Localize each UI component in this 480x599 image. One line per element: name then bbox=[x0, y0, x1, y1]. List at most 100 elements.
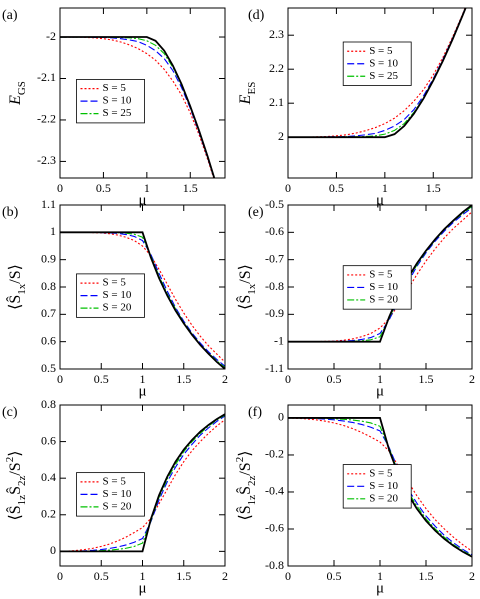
y-tick-label: 0.9 bbox=[41, 251, 56, 265]
plot-frame bbox=[287, 404, 473, 567]
x-axis-label: μ bbox=[138, 580, 146, 596]
legend-label: S = 25 bbox=[103, 107, 132, 119]
series-line bbox=[288, 417, 472, 558]
legend-label: S = 5 bbox=[369, 268, 393, 280]
x-tick-label: 2 bbox=[222, 569, 228, 583]
legend-label: S = 10 bbox=[369, 57, 398, 69]
y-tick-label: 2 bbox=[278, 129, 284, 143]
y-axis-label-part: 1x bbox=[16, 283, 28, 295]
x-tick-label: 0.5 bbox=[94, 372, 109, 386]
panel-label: (c) bbox=[2, 405, 18, 420]
y-tick-label: -2.2 bbox=[37, 112, 56, 126]
series-line bbox=[60, 231, 225, 363]
x-axis-label: μ bbox=[376, 383, 384, 399]
y-axis-label-part: Ŝ bbox=[5, 486, 24, 495]
y-tick-label: -2.3 bbox=[37, 153, 56, 167]
legend-label: S = 10 bbox=[369, 480, 398, 492]
x-tick-label: 2 bbox=[469, 569, 475, 583]
y-tick-label: 2.1 bbox=[269, 95, 284, 109]
series-line bbox=[60, 415, 225, 552]
series-line bbox=[60, 36, 215, 178]
y-tick-label: -0.7 bbox=[265, 251, 284, 265]
x-tick-label: 0.5 bbox=[94, 569, 109, 583]
y-tick-label: 2.3 bbox=[269, 27, 284, 41]
y-axis-label-part: Ŝ bbox=[235, 486, 254, 495]
x-tick-label: 1.5 bbox=[183, 181, 198, 195]
x-tick-label: 1 bbox=[144, 181, 150, 195]
legend-label: S = 5 bbox=[103, 475, 127, 487]
y-axis-label-part: ⟩ bbox=[237, 451, 254, 457]
x-tick-label: 1 bbox=[140, 372, 146, 386]
plot-frame bbox=[287, 204, 473, 370]
legend-label: S = 5 bbox=[103, 82, 127, 94]
y-tick-label: 1 bbox=[50, 224, 56, 238]
x-tick-label: 0.5 bbox=[96, 181, 111, 195]
y-tick-label: -1.1 bbox=[265, 361, 284, 375]
legend-label: S = 10 bbox=[103, 95, 132, 107]
series-line bbox=[60, 36, 216, 178]
x-tick-label: 0.5 bbox=[327, 569, 342, 583]
plot-frame bbox=[59, 7, 226, 179]
series-line bbox=[288, 8, 467, 139]
plot-frame bbox=[59, 404, 226, 567]
x-tick-label: 0 bbox=[285, 181, 291, 195]
legend-box bbox=[342, 464, 412, 509]
y-axis-label-part: ⟩ bbox=[7, 451, 24, 457]
y-tick-label: -0.5 bbox=[265, 197, 284, 211]
y-tick-label: 0 bbox=[50, 543, 56, 557]
panel-label: (a) bbox=[2, 8, 18, 23]
x-tick-label: 1.5 bbox=[426, 181, 441, 195]
series-line bbox=[288, 417, 472, 552]
y-axis-label-part: E bbox=[7, 95, 24, 106]
legend-box bbox=[342, 265, 412, 310]
legend-box bbox=[342, 41, 412, 86]
panel: 0 0.5 1 1.5 20.50.60.70.80.911.1μ(b)⟨Ŝ1x/S⟩ S… bbox=[2, 197, 228, 400]
x-axis-label: μ bbox=[138, 383, 146, 399]
legend-box bbox=[76, 79, 145, 124]
plot-frame bbox=[287, 7, 473, 179]
panel-label: (d) bbox=[248, 8, 265, 23]
y-axis-label-part: ⟨Ŝ bbox=[5, 295, 24, 310]
x-tick-label: 1 bbox=[377, 372, 383, 386]
panel: 0 0.5 1 1.5 200.20.40.60.8μ(c)⟨Ŝ1zŜ2z/S2⟩S =… bbox=[2, 397, 228, 597]
x-tick-label: 2 bbox=[222, 372, 228, 386]
x-tick-label: 1 bbox=[377, 569, 383, 583]
y-axis-label-part: GS bbox=[16, 81, 28, 95]
x-tick-label: 1 bbox=[382, 181, 388, 195]
x-axis-label: μ bbox=[376, 192, 384, 208]
x-tick-label: 0 bbox=[57, 569, 63, 583]
series-line bbox=[60, 36, 215, 178]
y-axis-label-part: ⟨Ŝ bbox=[5, 505, 24, 520]
legend-label: S = 5 bbox=[369, 45, 393, 57]
y-tick-label: 0.5 bbox=[41, 361, 56, 375]
legend-label: S = 20 bbox=[103, 302, 132, 314]
x-tick-label: 1 bbox=[140, 569, 146, 583]
x-tick-label: 2 bbox=[469, 372, 475, 386]
legend-label: S = 10 bbox=[103, 488, 132, 500]
y-tick-label: -0.9 bbox=[265, 306, 284, 320]
y-tick-label: 0.2 bbox=[41, 507, 56, 521]
y-tick-label: -0.2 bbox=[265, 447, 284, 461]
y-axis-label-part: 2 bbox=[4, 457, 16, 463]
y-axis-label: ⟨Ŝ1x/S⟩ bbox=[5, 264, 28, 310]
y-axis-label-part: 2z bbox=[16, 476, 28, 487]
y-axis-label: EES bbox=[237, 82, 258, 106]
legend-box bbox=[76, 472, 145, 517]
y-axis-label-part: /S⟩ bbox=[7, 264, 24, 284]
x-tick-label: 0.5 bbox=[327, 372, 342, 386]
panel: 0 0.5 1 1.5 2 2.1 2.2 2.3 μ (d) EES S = 5S = 10S = … bbox=[237, 7, 473, 208]
legend-label: S = 10 bbox=[369, 281, 398, 293]
legend-label: S = 10 bbox=[103, 289, 132, 301]
y-axis-label-part: 1z bbox=[246, 495, 258, 506]
series-line bbox=[60, 36, 215, 178]
y-tick-label: -0.6 bbox=[265, 521, 284, 535]
x-tick-label: 0 bbox=[285, 569, 291, 583]
x-tick-label: 0 bbox=[57, 372, 63, 386]
y-axis-label: EGS bbox=[7, 81, 28, 106]
series-line bbox=[288, 211, 472, 343]
series-line bbox=[60, 413, 225, 553]
panel: 0 0.5 1 1.5 -2 -2.1 -2.2 -2.3 μ (a) EGS S = 5S = 10… bbox=[2, 7, 226, 208]
y-axis-label-part: /S⟩ bbox=[237, 264, 254, 284]
legend-box bbox=[76, 273, 145, 318]
